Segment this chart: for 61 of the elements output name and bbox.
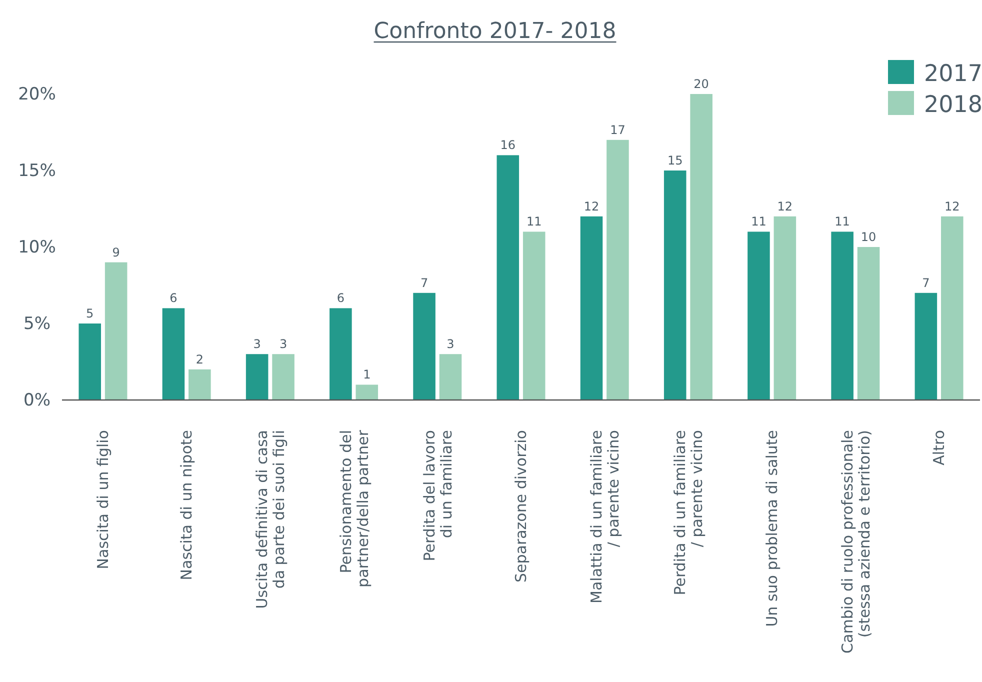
data-label: 12 [777, 199, 793, 214]
bar [78, 324, 101, 400]
data-label: 11 [751, 214, 766, 229]
x-tick-label: Un suo problema di salute [762, 430, 781, 627]
data-label: 5 [86, 306, 94, 320]
x-tick-label: Cambio di ruolo professionale (stessa azienda e territorio) [838, 430, 874, 654]
bar [496, 155, 520, 400]
bar [941, 216, 964, 400]
bar [104, 262, 128, 400]
bar [162, 308, 185, 400]
bar [914, 292, 938, 400]
bar [330, 308, 352, 400]
bar [748, 232, 770, 400]
data-label: 12 [584, 199, 600, 214]
y-tick-label: 0% [24, 390, 50, 410]
x-tick-label: Nascita di un nipote [178, 430, 196, 580]
x-tick-label: Uscita definitiva di casa da parte dei suoi figli [253, 430, 288, 609]
bar [690, 94, 712, 400]
bar [413, 292, 436, 400]
data-label: 9 [112, 245, 120, 260]
bar [831, 232, 854, 400]
data-label: 10 [860, 230, 876, 244]
y-tick-label: 15% [18, 160, 56, 181]
data-label: 3 [446, 337, 454, 352]
x-tick-label: Altro [930, 430, 948, 466]
data-label: 7 [922, 276, 930, 290]
data-label: 2 [196, 352, 204, 366]
bar [774, 216, 796, 400]
bar [580, 216, 603, 400]
data-label: 12 [944, 199, 960, 214]
y-tick-label: 10% [18, 237, 56, 258]
legend-label: 2017 [924, 61, 982, 87]
bar [522, 232, 546, 400]
data-label: 11 [834, 214, 850, 229]
x-tick-label: Separazone divorzio [512, 430, 530, 583]
data-label: 20 [694, 77, 709, 91]
data-label: 11 [526, 214, 542, 229]
legend-label: 2018 [924, 92, 982, 118]
data-label: 16 [500, 138, 516, 152]
bar [188, 369, 211, 400]
bar [356, 384, 378, 400]
bar [439, 354, 462, 400]
bar [272, 354, 294, 400]
bar [606, 140, 629, 400]
bar [246, 354, 268, 400]
chart-title: Confronto 2017- 2018 [374, 19, 616, 44]
data-label: 6 [336, 291, 344, 306]
x-tick-label: Perdita di un familiare / parente vicino [671, 430, 706, 596]
bar [857, 247, 880, 400]
data-label: 3 [253, 337, 261, 352]
data-label: 3 [279, 337, 288, 352]
data-label: 6 [170, 291, 178, 306]
y-tick-label: 5% [24, 314, 50, 334]
data-label: 17 [610, 122, 626, 137]
bar [664, 170, 686, 400]
data-label: 7 [420, 276, 428, 290]
data-label: 1 [363, 368, 371, 382]
data-label: 15 [667, 154, 683, 168]
y-tick-label: 20% [18, 84, 56, 104]
x-tick-label: Nascita di un figlio [94, 430, 112, 570]
x-tick-label: Malattia di un familiare / parente vicino [588, 430, 623, 604]
